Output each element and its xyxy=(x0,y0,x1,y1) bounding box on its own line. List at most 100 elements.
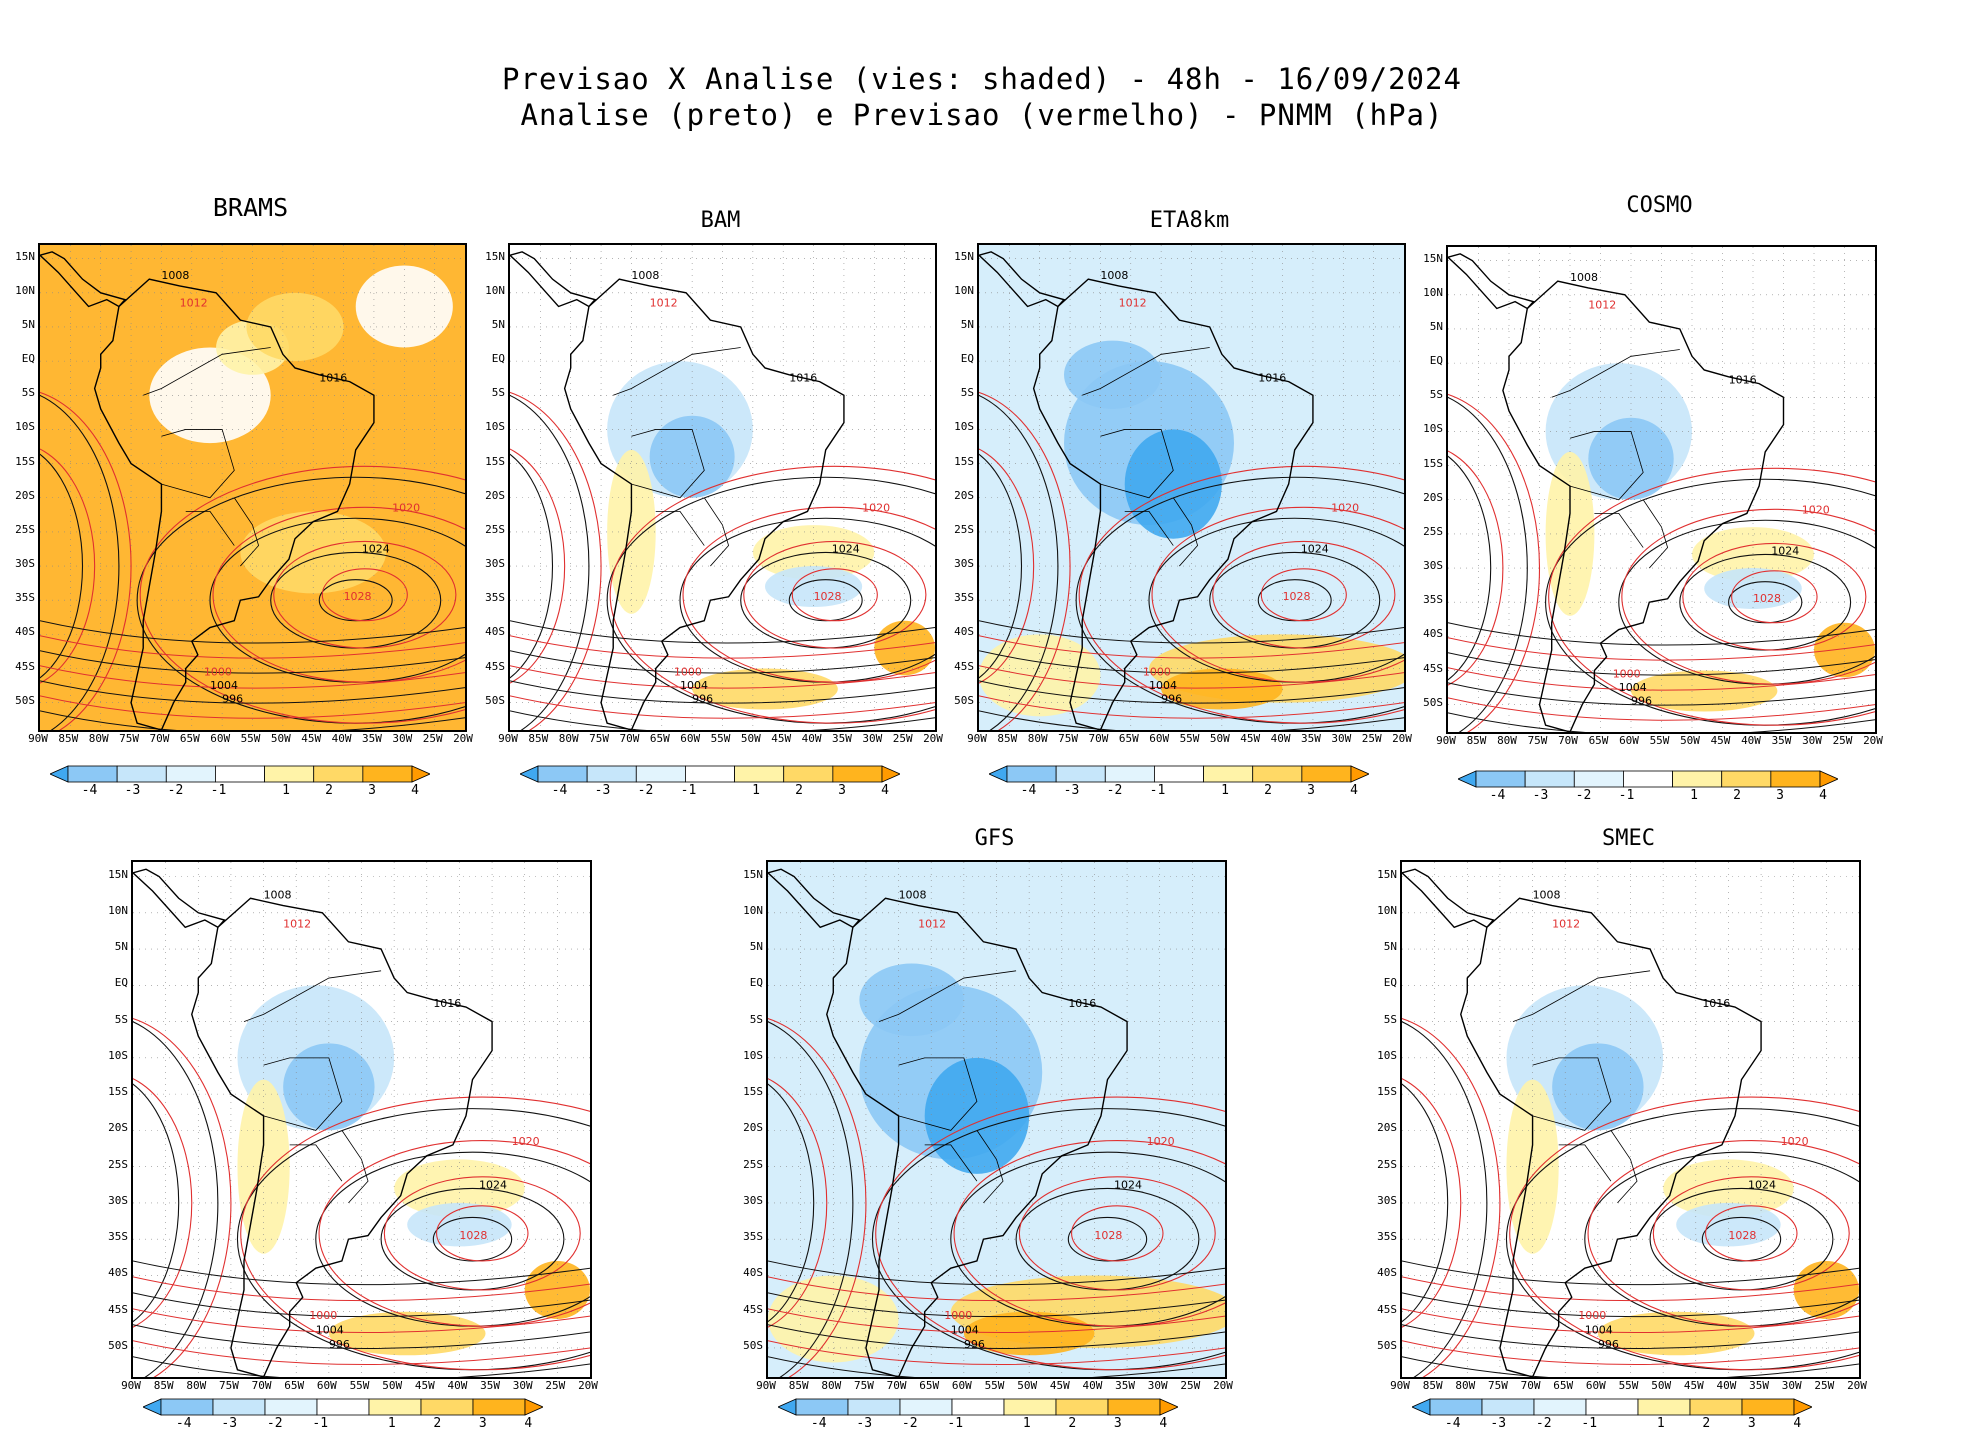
colorbar-label: -4 xyxy=(551,783,568,798)
lat-tick-label: 5N xyxy=(1383,940,1397,954)
lat-tick-label: 5N xyxy=(749,940,763,954)
contour-label: 1004 xyxy=(316,1323,344,1336)
lon-tick-label: 75W xyxy=(218,1379,239,1392)
isobar-forecast xyxy=(273,540,457,649)
panel-title-eta8km: ETA8km xyxy=(1149,208,1230,233)
lat-tick-label: 5S xyxy=(1383,1012,1397,1026)
lat-tick-label: 15N xyxy=(108,867,128,881)
lat-tick-label: 50S xyxy=(15,693,35,707)
colorbar-segment xyxy=(1475,770,1526,788)
bias-region xyxy=(874,620,935,676)
lon-tick-label: 85W xyxy=(153,1379,174,1392)
colorbar-segment xyxy=(411,765,431,783)
lat-tick-label: 40S xyxy=(743,1266,763,1280)
country-border xyxy=(631,429,705,499)
lon-tick-label: 20W xyxy=(923,732,943,745)
panel-title-gfs: GFS xyxy=(974,826,1015,851)
country-border xyxy=(1569,431,1644,501)
country-border xyxy=(1100,429,1174,499)
lat-tick-label: 25S xyxy=(485,522,505,536)
isobar-south xyxy=(979,665,1404,689)
country-border xyxy=(143,347,271,396)
isobar-south xyxy=(510,635,935,659)
contour-label: 1024 xyxy=(1771,544,1799,557)
lon-tick-label: 45W xyxy=(1240,732,1261,745)
colorbar-segment xyxy=(160,1398,214,1416)
isobar-forecast xyxy=(979,391,1071,730)
lat-tick-label: 45S xyxy=(743,1302,763,1316)
country-border xyxy=(161,429,235,499)
lat-tick-label: 10N xyxy=(108,903,128,917)
isobar-south xyxy=(768,1308,1225,1334)
lat-tick-label: 10N xyxy=(1423,285,1443,299)
colorbar-label: 4 xyxy=(1793,1416,1802,1431)
isobar-forecast xyxy=(768,1018,867,1377)
isobar-analysis xyxy=(768,1083,815,1323)
colorbar-label: 3 xyxy=(1776,788,1784,803)
isobar-south xyxy=(510,710,935,730)
isobar-forecast xyxy=(1078,465,1404,724)
isobar-analysis xyxy=(40,453,84,679)
lat-tick-label: 50S xyxy=(1377,1338,1397,1352)
lon-tick-label: 35W xyxy=(1300,732,1321,745)
lat-tick-label: 25S xyxy=(954,522,974,536)
bias-region xyxy=(1552,1043,1644,1131)
contour-label: 996 xyxy=(1598,1338,1619,1351)
bias-region xyxy=(1506,1079,1559,1254)
contour-label: 1012 xyxy=(1119,296,1147,309)
colorbar-segment xyxy=(537,765,588,783)
isobar-south xyxy=(1402,1356,1859,1377)
colorbar-segment xyxy=(1524,770,1575,788)
isobar-forecast xyxy=(133,1078,193,1328)
lon-tick-label: 35W xyxy=(1771,734,1792,747)
isobar-south xyxy=(40,650,465,674)
lon-tick-label: 65W xyxy=(1118,732,1139,745)
bias-background xyxy=(1402,862,1859,1377)
isobar-south xyxy=(133,1260,590,1286)
lat-tick-label: 25S xyxy=(743,1157,763,1171)
colorbar-label: 1 xyxy=(1690,788,1698,803)
lon-tick-label: 30W xyxy=(862,732,883,745)
isobar-south xyxy=(1448,682,1875,706)
isobar-south xyxy=(979,650,1404,674)
map-panel-bam: 1008 1012 1016 1020 1024 1028 1004 1000 996 xyxy=(508,243,937,732)
bias-region xyxy=(1597,1311,1755,1356)
colorbar-label: -3 xyxy=(856,1416,873,1431)
map-panel-unnamed: 1008 1012 1016 1020 1024 1028 1004 1000 996 xyxy=(131,860,592,1379)
lon-tick-label: 65W xyxy=(1553,1379,1574,1392)
lat-tick-label: 30S xyxy=(485,557,505,571)
country-border xyxy=(1532,1057,1612,1131)
isobar-forecast xyxy=(510,391,602,730)
isobar-forecast xyxy=(979,448,1035,684)
isobar-forecast xyxy=(321,568,408,622)
coastline-central-america xyxy=(40,251,127,308)
lat-tick-label: 30S xyxy=(1377,1193,1397,1207)
colorbar-label: -2 xyxy=(637,783,654,798)
lat-tick-label: 45S xyxy=(954,659,974,673)
contour-label: 1020 xyxy=(1331,501,1359,514)
isobar-south xyxy=(40,665,465,689)
lat-tick-label: 15N xyxy=(15,249,35,263)
coastline-south-america xyxy=(1032,278,1314,730)
lat-tick-label: 45S xyxy=(15,659,35,673)
lon-tick-label: 50W xyxy=(1651,1379,1672,1392)
colorbar-label: 4 xyxy=(1819,788,1827,803)
isobar-south xyxy=(768,1276,1225,1302)
colorbar-segment xyxy=(316,1398,370,1416)
colorbar-label: 1 xyxy=(1022,1416,1031,1431)
isobar-south xyxy=(1448,697,1875,721)
isobar-forecast xyxy=(743,540,927,649)
lon-tick-label: 40W xyxy=(1716,1379,1737,1392)
contour-label: 1008 xyxy=(161,269,189,282)
colorbar-segment xyxy=(49,765,69,783)
colorbar-label: 4 xyxy=(1350,783,1358,798)
lon-tick-label: 50W xyxy=(1680,734,1700,747)
bias-region xyxy=(1545,451,1595,616)
colorbar-segment xyxy=(899,1398,953,1416)
contour-label: 1016 xyxy=(789,372,817,385)
lat-tick-label: 5N xyxy=(491,317,505,331)
isobar-analysis xyxy=(40,394,120,730)
lat-tick-label: 50S xyxy=(954,693,974,707)
lon-tick-label: 70W xyxy=(886,1379,907,1392)
country-border xyxy=(233,497,260,567)
